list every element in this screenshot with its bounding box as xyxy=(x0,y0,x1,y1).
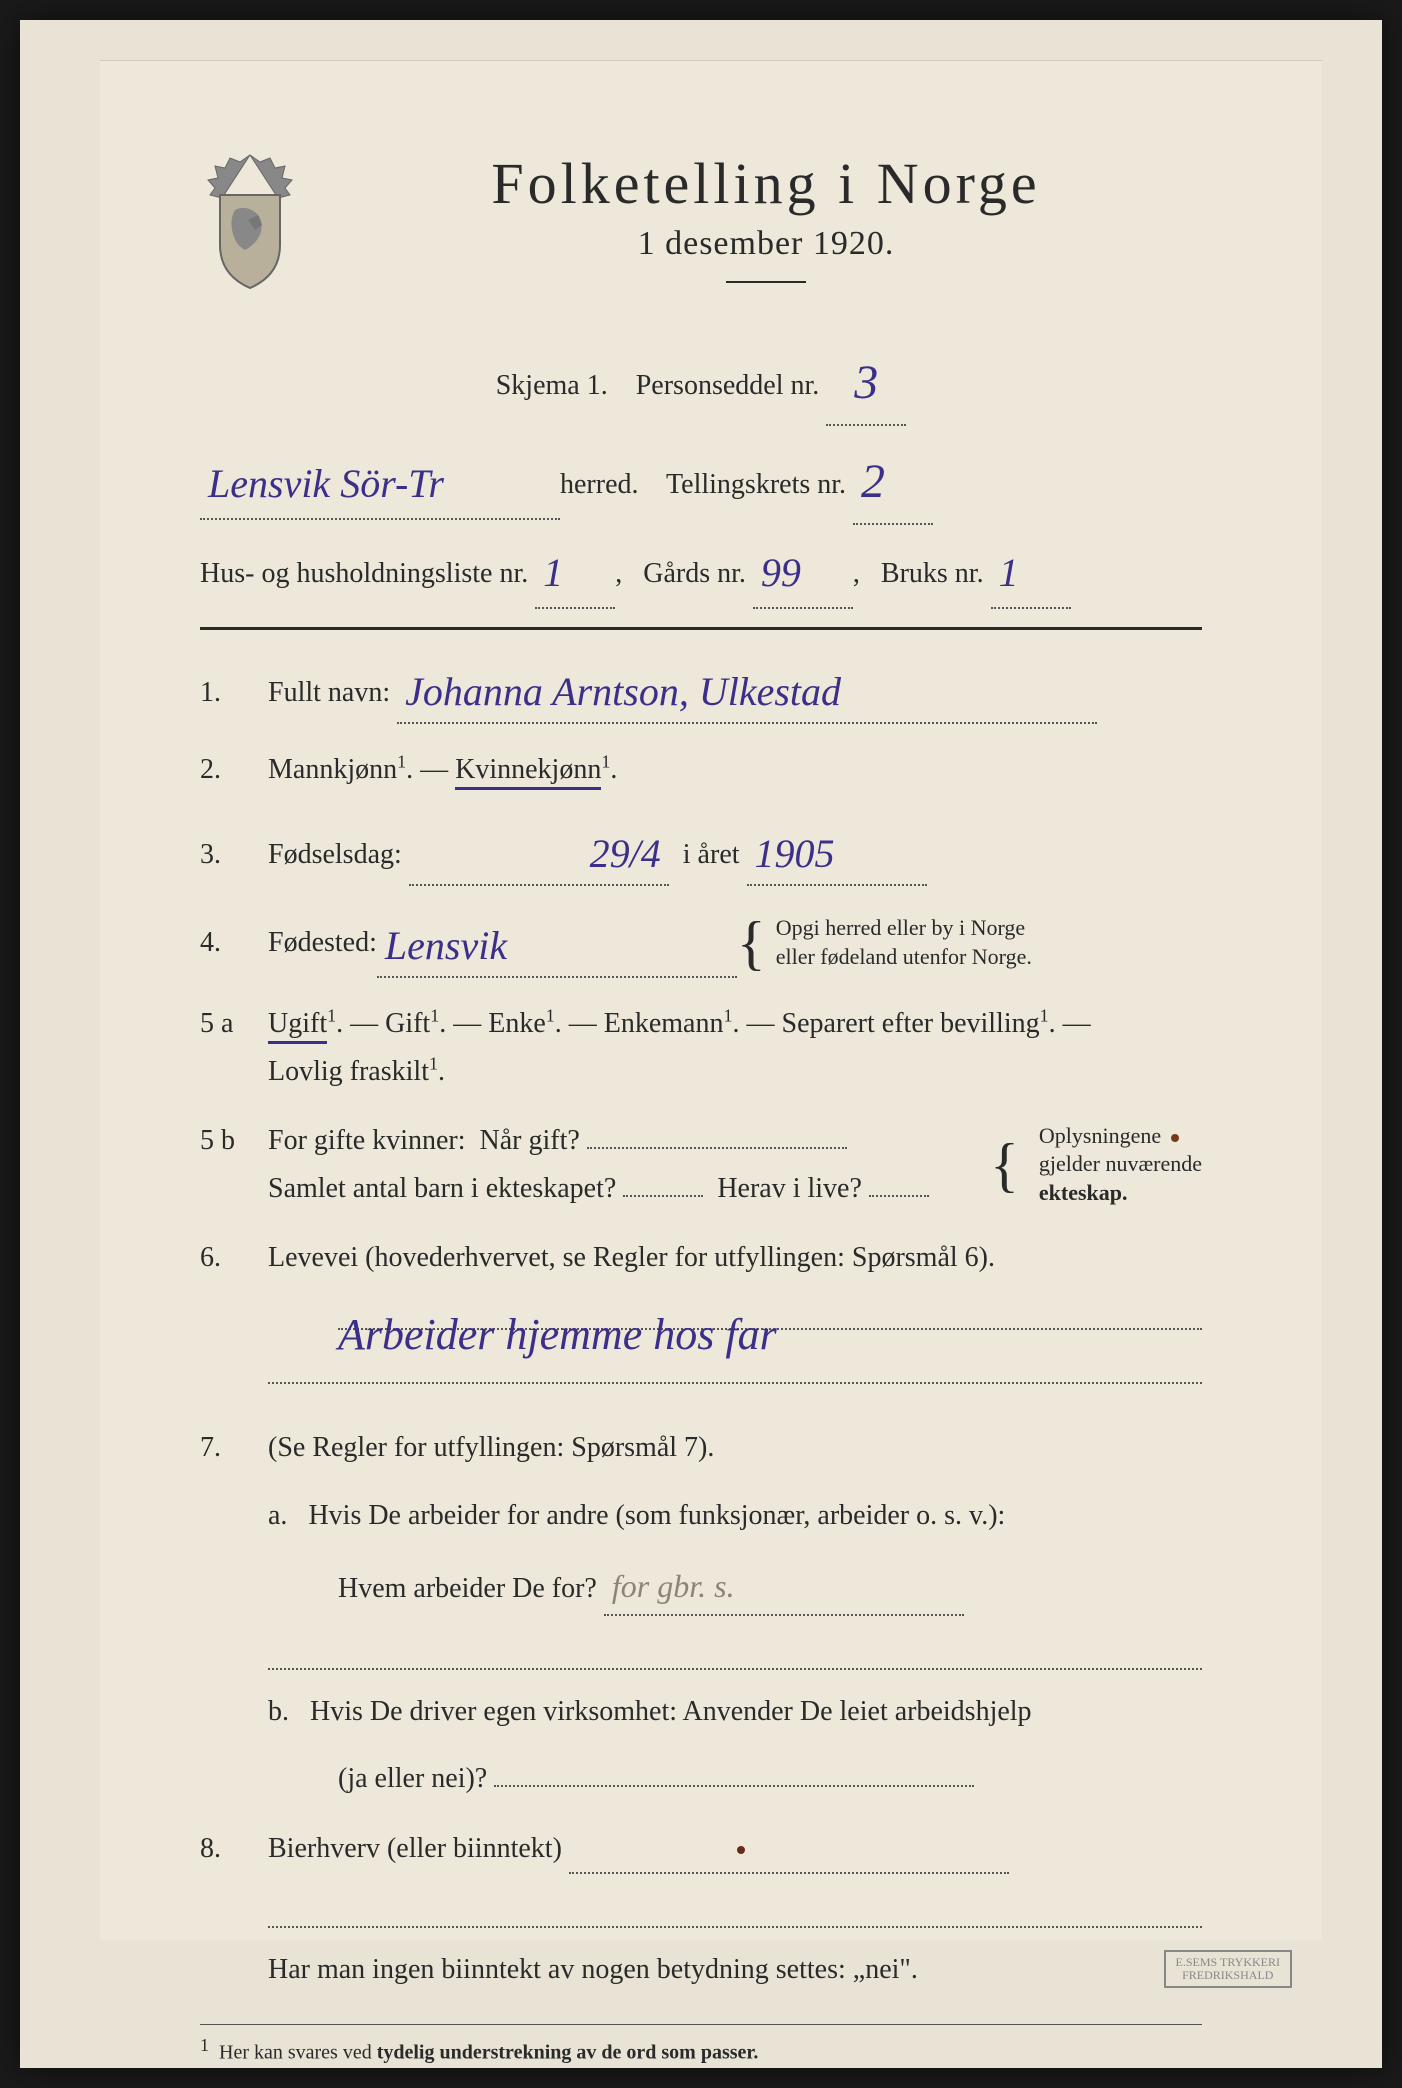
brace-icon: { xyxy=(737,928,766,958)
q4-num: 4. xyxy=(200,919,250,967)
q5a-opt-gift: Gift xyxy=(385,1008,430,1039)
tellingskrets-label: Tellingskrets nr. xyxy=(666,469,846,500)
q6-label: Levevei (hovederhvervet, se Regler for u… xyxy=(268,1242,995,1273)
personseddel-nr: 3 xyxy=(854,356,878,409)
q6-num: 6. xyxy=(200,1234,250,1282)
form-content: Folketelling i Norge 1 desember 1920. Sk… xyxy=(160,120,1262,2065)
coat-of-arms-icon xyxy=(200,150,300,290)
q3-day: 29/4 xyxy=(590,831,661,876)
q1: 1. Fullt navn: Johanna Arntson, Ulkestad xyxy=(200,654,1202,724)
q8-label: Bierhverv (eller biinntekt) xyxy=(268,1833,562,1864)
q5b-note1: Oplysningene xyxy=(1039,1123,1161,1148)
footnote-text: Her kan svares ved tydelig understreknin… xyxy=(219,2042,758,2064)
q5b-note2: gjelder nuværende xyxy=(1039,1151,1202,1176)
subtitle: 1 desember 1920. xyxy=(330,225,1202,263)
q7b-text1: Hvis De driver egen virksomhet: Anvender… xyxy=(310,1696,1032,1727)
herred-line: Lensvik Sör-Trherred. Tellingskrets nr. … xyxy=(200,432,1202,525)
q7b-label: b. xyxy=(268,1696,289,1727)
brace-icon-2: { xyxy=(990,1150,1019,1180)
q4-label: Fødested: xyxy=(268,919,377,967)
bruks-label: Bruks nr. xyxy=(881,558,984,589)
ink-spot-icon xyxy=(1171,1134,1179,1142)
q4-note1: Opgi herred eller by i Norge xyxy=(776,915,1025,940)
q5a-opt-enke: Enke xyxy=(488,1008,546,1039)
skjema-label: Skjema 1. xyxy=(496,370,608,401)
personseddel-label: Personseddel nr. xyxy=(636,370,820,401)
header: Folketelling i Norge 1 desember 1920. xyxy=(200,150,1202,313)
q2-dash: — xyxy=(420,754,455,785)
title-block: Folketelling i Norge 1 desember 1920. xyxy=(330,150,1202,313)
q7a-label: a. xyxy=(268,1500,287,1531)
q2-opt-k: Kvinnekjønn xyxy=(455,754,601,790)
q6: 6. Levevei (hovederhvervet, se Regler fo… xyxy=(200,1234,1202,1402)
tellingskrets-nr: 2 xyxy=(861,455,885,508)
q5b-label: For gifte kvinner: xyxy=(268,1125,466,1156)
q8: 8. Bierhverv (eller biinntekt) Har man i… xyxy=(200,1825,1202,1994)
hus-nr: 1 xyxy=(543,550,563,595)
skjema-line: Skjema 1. Personseddel nr. 3 xyxy=(200,333,1202,426)
q3-num: 3. xyxy=(200,831,250,879)
document-page: Folketelling i Norge 1 desember 1920. Sk… xyxy=(20,20,1382,2068)
q7a-value: for gbr. s. xyxy=(612,1568,735,1604)
q7: 7. (Se Regler for utfyllingen: Spørsmål … xyxy=(200,1424,1202,1803)
q7-label: (Se Regler for utfyllingen: Spørsmål 7). xyxy=(268,1432,714,1463)
q3: 3. Fødselsdag: 29/4 i året 1905 xyxy=(200,816,1202,886)
q1-label: Fullt navn: xyxy=(268,677,390,708)
q8-note: Har man ingen biinntekt av nogen betydni… xyxy=(268,1946,1202,1994)
q1-value: Johanna Arntson, Ulkestad xyxy=(405,669,841,714)
q1-num: 1. xyxy=(200,669,250,717)
q4-note: Opgi herred eller by i Norge eller fødel… xyxy=(776,914,1032,971)
q7a-text1: Hvis De arbeider for andre (som funksjon… xyxy=(308,1500,1005,1531)
q2: 2. Mannkjønn1. — Kvinnekjønn1. xyxy=(200,746,1202,794)
q5a: 5 a Ugift1. — Gift1. — Enke1. — Enkemann… xyxy=(200,1000,1202,1095)
q4: 4. Fødested: Lensvik { Opgi herred eller… xyxy=(200,908,1202,978)
q2-period: . xyxy=(610,754,617,785)
q5b-children: Samlet antal barn i ekteskapet? xyxy=(268,1173,616,1204)
q5a-opt-separert: Separert efter bevilling xyxy=(782,1008,1040,1039)
herred-value: Lensvik Sör-Tr xyxy=(208,461,444,506)
q5a-opt-ugift: Ugift xyxy=(268,1008,327,1044)
q5b: 5 b For gifte kvinner: Når gift? Samlet … xyxy=(200,1117,1202,1212)
footnote-rule xyxy=(200,2024,1202,2025)
q5a-opt-enkemann: Enkemann xyxy=(604,1008,724,1039)
q5a-tail: Lovlig fraskilt xyxy=(268,1056,429,1087)
q6-value: Arbeider hjemme hos far xyxy=(338,1310,777,1359)
q2-num: 2. xyxy=(200,746,250,794)
bruks-nr: 1 xyxy=(999,550,1019,595)
q4-value: Lensvik xyxy=(385,923,507,968)
q7-num: 7. xyxy=(200,1424,250,1472)
q8-num: 8. xyxy=(200,1825,250,1873)
q5a-num: 5 a xyxy=(200,1000,250,1048)
title-rule xyxy=(726,281,806,283)
main-title: Folketelling i Norge xyxy=(330,150,1202,217)
q5b-note: Oplysningene gjelder nuværende ekteskap. xyxy=(1039,1122,1202,1208)
q2-opt-m: Mannkjønn xyxy=(268,754,397,785)
q3-year-label: i året xyxy=(683,839,740,870)
gards-nr: 99 xyxy=(761,550,801,595)
footnote: 1 Her kan svares ved tydelig understrekn… xyxy=(200,2035,1202,2065)
q3-year: 1905 xyxy=(755,831,835,876)
divider-1 xyxy=(200,627,1202,630)
q3-label: Fødselsdag: xyxy=(268,839,402,870)
q4-note2: eller fødeland utenfor Norge. xyxy=(776,944,1032,969)
q7a-text2: Hvem arbeider De for? xyxy=(338,1573,597,1604)
q5b-alive: Herav i live? xyxy=(717,1173,862,1204)
q5b-when: Når gift? xyxy=(480,1125,580,1156)
herred-label: herred. xyxy=(560,469,639,500)
ink-spot-icon-2 xyxy=(737,1846,745,1854)
hus-line: Hus- og husholdningsliste nr. 1, Gårds n… xyxy=(200,531,1202,609)
hus-label: Hus- og husholdningsliste nr. xyxy=(200,558,528,589)
footnote-marker: 1 xyxy=(200,2035,209,2055)
q7b-text2: (ja eller nei)? xyxy=(338,1763,487,1794)
q5b-num: 5 b xyxy=(200,1117,250,1165)
q5b-note3: ekteskap. xyxy=(1039,1180,1128,1205)
gards-label: Gårds nr. xyxy=(643,558,746,589)
